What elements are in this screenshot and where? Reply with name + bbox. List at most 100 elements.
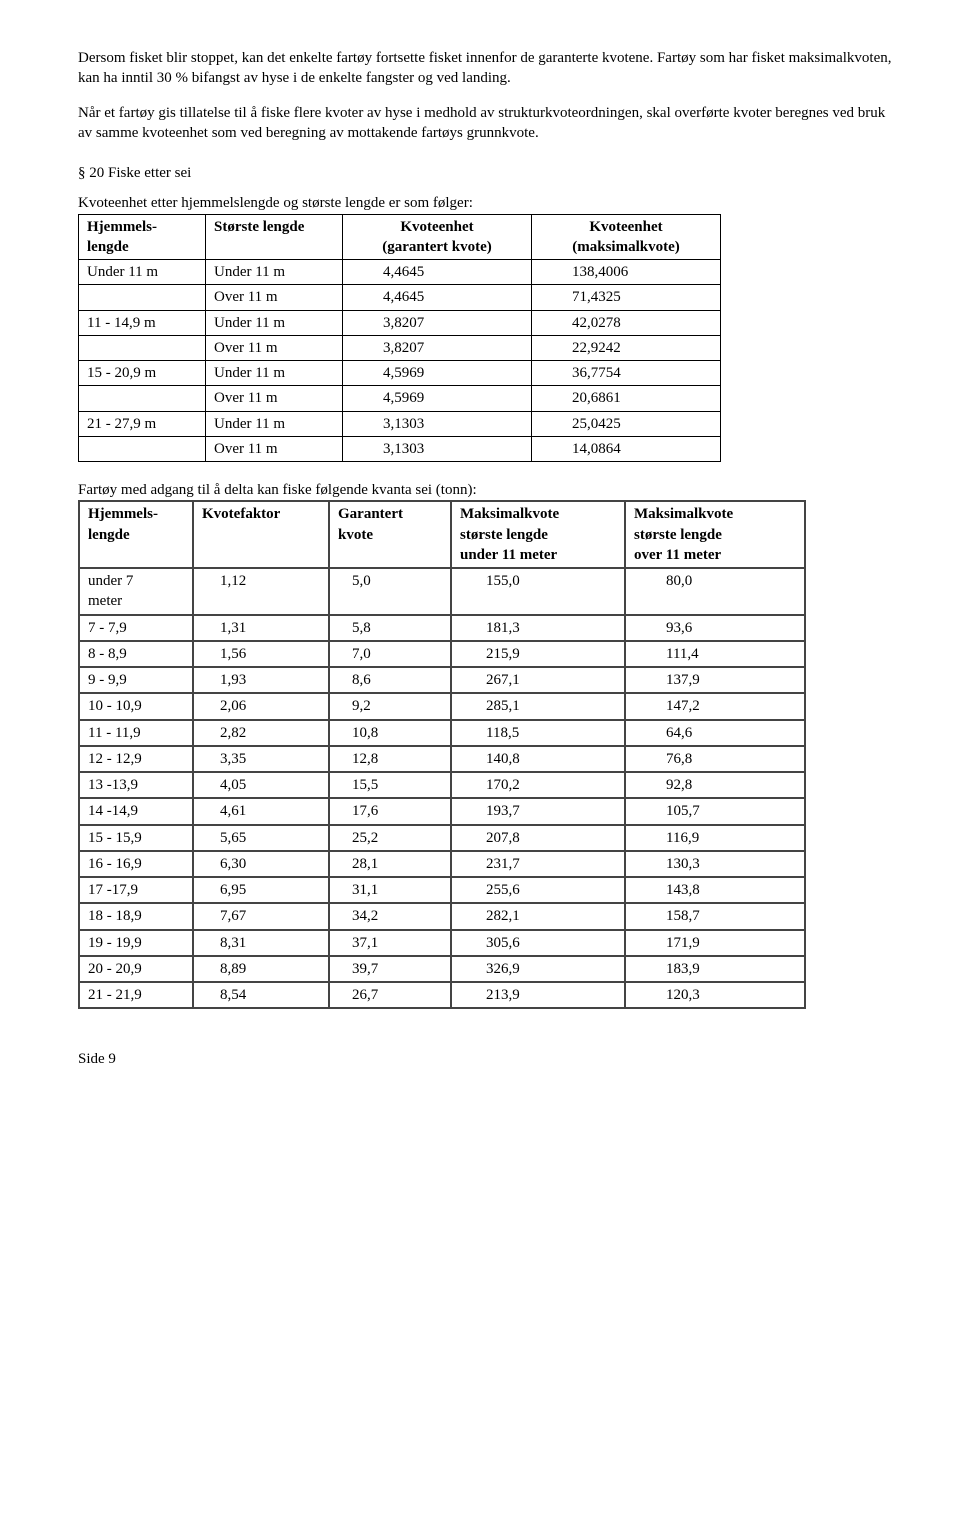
table-cell: 93,6 (625, 615, 805, 641)
table-cell: Under 11 m (206, 260, 343, 285)
table-row: 13 -13,94,0515,5170,292,8 (79, 772, 805, 798)
table-cell (79, 436, 206, 461)
table-row: 21 - 21,98,5426,7213,9120,3 (79, 982, 805, 1008)
table-cell: 4,05 (193, 772, 329, 798)
table-cell: 1,31 (193, 615, 329, 641)
table-cell: 7 - 7,9 (79, 615, 193, 641)
table-cell: 39,7 (329, 956, 451, 982)
table-cell: 171,9 (625, 930, 805, 956)
table-row: 20 - 20,98,8939,7326,9183,9 (79, 956, 805, 982)
table-cell: 6,95 (193, 877, 329, 903)
table-cell: 36,7754 (532, 361, 721, 386)
table-cell: 207,8 (451, 825, 625, 851)
table-cell (79, 285, 206, 310)
table-row: 16 - 16,96,3028,1231,7130,3 (79, 851, 805, 877)
table-cell: 76,8 (625, 746, 805, 772)
table-cell: 21 - 21,9 (79, 982, 193, 1008)
table-cell: 11 - 14,9 m (79, 310, 206, 335)
table-cell: 80,0 (625, 568, 805, 615)
table-cell: 17 -17,9 (79, 877, 193, 903)
table-cell: 18 - 18,9 (79, 903, 193, 929)
table-header-row: Hjemmels-lengde Kvotefaktor Garantertkvo… (79, 501, 805, 568)
table-cell: 105,7 (625, 798, 805, 824)
table-row: 9 - 9,91,938,6267,1137,9 (79, 667, 805, 693)
table-cell: 8,89 (193, 956, 329, 982)
table-row: 10 - 10,92,069,2285,1147,2 (79, 693, 805, 719)
table-row: Over 11 m4,464571,4325 (79, 285, 721, 310)
table-cell: 12 - 12,9 (79, 746, 193, 772)
table-cell: 15,5 (329, 772, 451, 798)
col-kvoteenhet-garantert: Kvoteenhet(garantert kvote) (343, 214, 532, 260)
table-cell: 170,2 (451, 772, 625, 798)
table-row: Under 11 mUnder 11 m4,4645138,4006 (79, 260, 721, 285)
table-cell: 15 - 15,9 (79, 825, 193, 851)
table-cell: 231,7 (451, 851, 625, 877)
table-cell: Under 11 m (206, 411, 343, 436)
table-cell: 138,4006 (532, 260, 721, 285)
table-row: 15 - 15,95,6525,2207,8116,9 (79, 825, 805, 851)
table-cell: 31,1 (329, 877, 451, 903)
table-cell: 8 - 8,9 (79, 641, 193, 667)
table-cell: 12,8 (329, 746, 451, 772)
table-cell: 71,4325 (532, 285, 721, 310)
table-cell: 140,8 (451, 746, 625, 772)
table-cell: Over 11 m (206, 436, 343, 461)
table-cell: 9,2 (329, 693, 451, 719)
col-hjemmelslengde: Hjemmels-lengde (79, 501, 193, 568)
table-cell: 137,9 (625, 667, 805, 693)
table-cell: 14,0864 (532, 436, 721, 461)
col-kvoteenhet-maksimal: Kvoteenhet(maksimalkvote) (532, 214, 721, 260)
table-cell: 19 - 19,9 (79, 930, 193, 956)
table-cell: 13 -13,9 (79, 772, 193, 798)
table-cell: Under 11 m (206, 361, 343, 386)
table-row: 14 -14,94,6117,6193,7105,7 (79, 798, 805, 824)
table-cell: 305,6 (451, 930, 625, 956)
table-cell: 213,9 (451, 982, 625, 1008)
table-cell: 2,82 (193, 720, 329, 746)
table-cell: Over 11 m (206, 386, 343, 411)
table-cell: 1,12 (193, 568, 329, 615)
table-cell: 3,35 (193, 746, 329, 772)
paragraph-1: Dersom fisket blir stoppet, kan det enke… (78, 48, 900, 89)
table-cell: 118,5 (451, 720, 625, 746)
table1-intro: Kvoteenhet etter hjemmelslengde og størs… (78, 193, 900, 213)
table-cell: 25,0425 (532, 411, 721, 436)
table-cell: 21 - 27,9 m (79, 411, 206, 436)
table-cell: 22,9242 (532, 335, 721, 360)
table-cell: 4,61 (193, 798, 329, 824)
kvanta-sei-table: Hjemmels-lengde Kvotefaktor Garantertkvo… (78, 500, 806, 1009)
table-row: 11 - 14,9 mUnder 11 m3,820742,0278 (79, 310, 721, 335)
table-cell: 8,54 (193, 982, 329, 1008)
table2-intro: Fartøy med adgang til å delta kan fiske … (78, 480, 900, 500)
table-cell: 7,67 (193, 903, 329, 929)
table-cell: 3,1303 (343, 411, 532, 436)
table-cell: 42,0278 (532, 310, 721, 335)
table-cell: 20 - 20,9 (79, 956, 193, 982)
table-cell (79, 335, 206, 360)
table-cell: 326,9 (451, 956, 625, 982)
table-cell: 5,0 (329, 568, 451, 615)
table-row: 17 -17,96,9531,1255,6143,8 (79, 877, 805, 903)
table-cell: 183,9 (625, 956, 805, 982)
table-cell: 15 - 20,9 m (79, 361, 206, 386)
table-cell: 26,7 (329, 982, 451, 1008)
table-cell: 4,5969 (343, 386, 532, 411)
table-cell: 158,7 (625, 903, 805, 929)
table-row: 18 - 18,97,6734,2282,1158,7 (79, 903, 805, 929)
col-maks-under-11: Maksimalkvotestørste lengdeunder 11 mete… (451, 501, 625, 568)
table-cell: 181,3 (451, 615, 625, 641)
table-cell: 20,6861 (532, 386, 721, 411)
table-cell: 34,2 (329, 903, 451, 929)
col-kvotefaktor: Kvotefaktor (193, 501, 329, 568)
table-row: 12 - 12,93,3512,8140,876,8 (79, 746, 805, 772)
table-cell: 11 - 11,9 (79, 720, 193, 746)
table-cell: 155,0 (451, 568, 625, 615)
table-row: 7 - 7,91,315,8181,393,6 (79, 615, 805, 641)
table-cell: under 7meter (79, 568, 193, 615)
table-cell: 5,8 (329, 615, 451, 641)
table-row: 19 - 19,98,3137,1305,6171,9 (79, 930, 805, 956)
table-cell: 143,8 (625, 877, 805, 903)
table-cell: 9 - 9,9 (79, 667, 193, 693)
table-cell: 8,6 (329, 667, 451, 693)
table-row: Over 11 m4,596920,6861 (79, 386, 721, 411)
